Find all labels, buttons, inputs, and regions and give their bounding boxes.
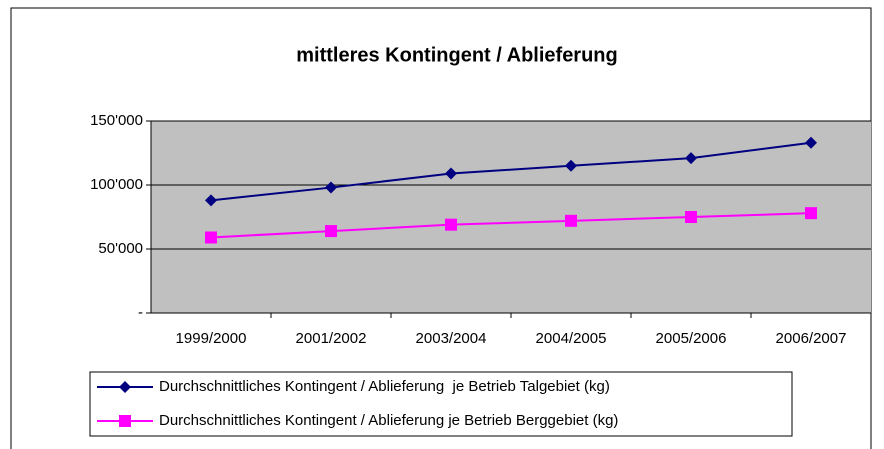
marker (445, 167, 457, 180)
marker (565, 214, 577, 227)
x-tick-label: 2003/2004 (416, 330, 487, 347)
legend-label: Durchschnittliches Kontingent / Abliefer… (159, 412, 618, 429)
x-tick-label: 2004/2005 (536, 330, 607, 347)
marker (565, 159, 577, 172)
legend (89, 371, 793, 437)
marker (325, 225, 337, 238)
plot-area (151, 121, 871, 313)
marker (205, 194, 217, 207)
x-tick-label: 2001/2002 (296, 330, 367, 347)
y-tick-label: 100'000 (90, 176, 143, 193)
legend-label: Durchschnittliches Kontingent / Abliefer… (159, 378, 610, 395)
y-tick-label: 50'000 (98, 240, 143, 257)
x-tick-label: 2006/2007 (776, 330, 847, 347)
x-tick-label: 2005/2006 (656, 330, 727, 347)
marker (805, 207, 817, 220)
legend-marker (119, 415, 131, 427)
line (210, 141, 812, 202)
y-tick-label: 150'000 (90, 112, 143, 129)
marker (685, 211, 697, 223)
marker (805, 136, 817, 149)
marker (445, 218, 457, 231)
marker (685, 152, 697, 165)
legend-marker (119, 381, 131, 393)
chart-title: mittleres Kontingent / Ablieferung (296, 44, 618, 66)
y-tick-label: - (138, 304, 143, 321)
x-tick-label: 1999/2000 (176, 330, 247, 347)
marker (325, 181, 337, 194)
marker (205, 231, 217, 244)
line (210, 212, 812, 239)
